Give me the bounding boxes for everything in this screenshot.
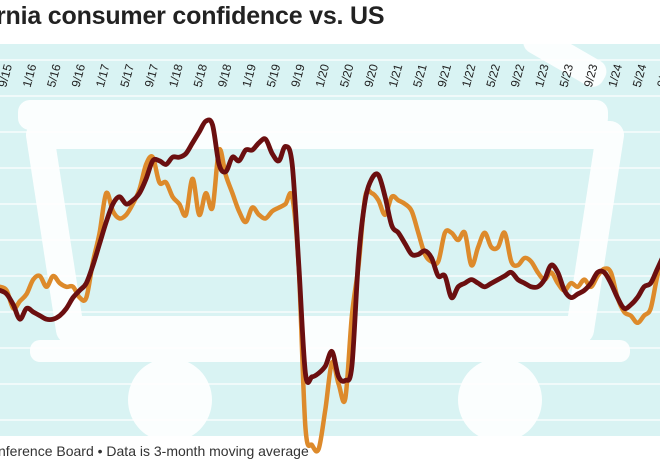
x-tick-label: 9/16 — [69, 62, 89, 88]
series-line-dark — [0, 117, 660, 385]
x-tick-label: 9/18 — [215, 62, 235, 88]
x-tick-label: 5/23 — [557, 62, 577, 88]
x-tick-label: 5/19 — [264, 62, 284, 88]
x-tick-label: 9/24 — [654, 62, 660, 88]
x-tick-label: 1/20 — [313, 62, 333, 88]
x-tick-label: 1/24 — [605, 62, 625, 88]
x-tick-label: 1/19 — [239, 62, 259, 88]
x-tick-label: 9/19 — [288, 62, 308, 88]
x-tick-label: 1/22 — [459, 62, 479, 88]
series-lines — [0, 117, 660, 454]
x-tick-label: 9/20 — [361, 62, 381, 88]
x-tick-label: 5/18 — [191, 62, 211, 88]
x-tick-label: 9/22 — [508, 62, 528, 88]
x-tick-label: 5/16 — [44, 62, 64, 88]
source-note: nference Board • Data is 3-month moving … — [0, 443, 309, 459]
x-tick-label: 1/16 — [20, 62, 40, 88]
x-tick-label: 9/21 — [435, 62, 455, 88]
x-tick-label: 5/20 — [337, 62, 357, 88]
x-tick-label: 1/18 — [166, 62, 186, 88]
x-tick-label: 9/23 — [581, 62, 601, 88]
x-tick-label: 5/24 — [630, 62, 650, 88]
chart-title: rnia consumer confidence vs. US — [0, 2, 385, 30]
x-tick-label: 1/17 — [93, 62, 113, 88]
x-tick-label: 1/23 — [532, 62, 552, 88]
x-axis-ticks: 9/15 1/16 5/16 9/16 1/17 5/17 9/17 1/18 5/18 9/18… — [0, 62, 660, 88]
x-tick-label: 1/21 — [386, 62, 406, 88]
x-tick-label: 5/22 — [483, 62, 503, 88]
x-tick-label: 5/17 — [117, 62, 137, 88]
x-tick-label: 5/21 — [410, 62, 430, 88]
shopping-cart-icon — [18, 26, 630, 442]
x-tick-label: 9/17 — [142, 62, 162, 88]
